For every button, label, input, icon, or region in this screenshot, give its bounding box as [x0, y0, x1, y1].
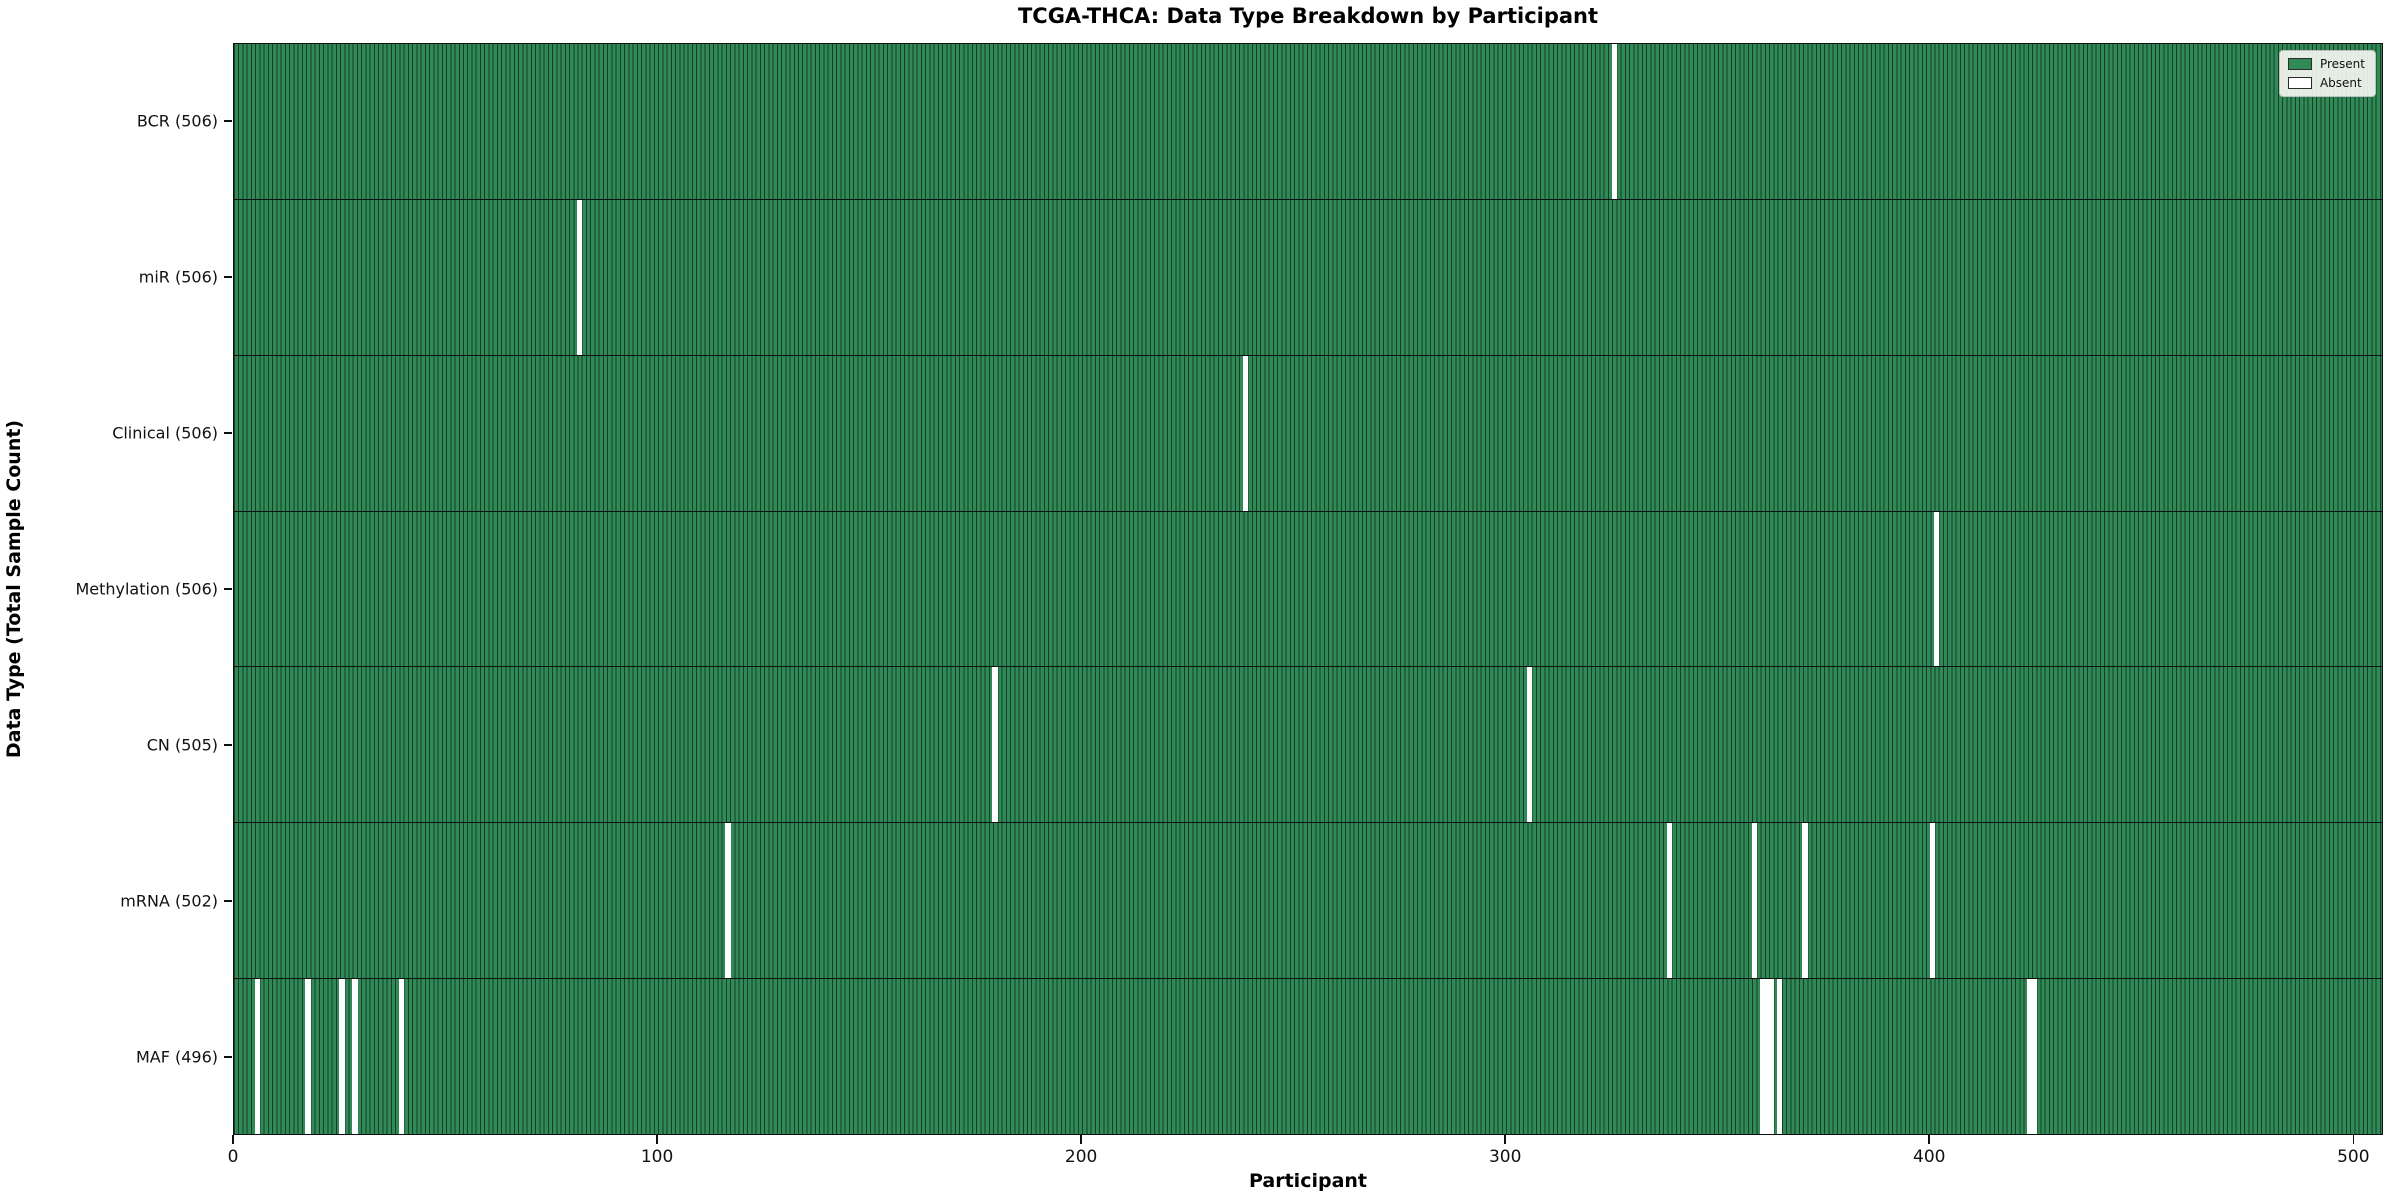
absent-gap	[1611, 44, 1618, 199]
x-axis-label: Participant	[1248, 1170, 1368, 1192]
chart-title: TCGA-THCA: Data Type Breakdown by Partic…	[1017, 4, 1599, 28]
y-tick-mark	[224, 1056, 232, 1058]
absent-gap	[1768, 979, 1774, 1135]
absent-gap	[1933, 511, 1940, 667]
absent-gap	[339, 979, 345, 1135]
row-miR	[234, 198, 2382, 355]
absent-gap	[1666, 823, 1673, 979]
absent-gap	[576, 199, 583, 355]
absent-gap	[1776, 979, 1783, 1135]
x-tick-mark	[1080, 1135, 1082, 1144]
y-tick-mark	[224, 276, 232, 278]
y-tick-label: miR (506)	[138, 267, 218, 287]
absent-gap	[2031, 979, 2037, 1135]
row-CN	[234, 666, 2382, 823]
y-tick-label: BCR (506)	[136, 111, 218, 131]
legend-entry-absent: Absent	[2287, 76, 2365, 90]
x-tick-label: 0	[227, 1147, 239, 1167]
absent-gap	[254, 979, 261, 1135]
present-swatch	[2287, 58, 2312, 70]
y-tick-label: mRNA (502)	[120, 891, 218, 911]
absent-gap	[305, 979, 311, 1135]
y-tick-mark	[224, 744, 232, 746]
absent-gap	[398, 979, 405, 1135]
absent-gap	[992, 667, 998, 823]
row-Clinical	[234, 354, 2382, 511]
absent-gap	[2027, 979, 2033, 1135]
absent-gap	[1802, 823, 1808, 979]
y-tick-label: Methylation (506)	[75, 579, 218, 599]
y-tick-mark	[224, 588, 232, 590]
x-tick-label: 400	[1913, 1147, 1946, 1167]
absent-gap	[1526, 667, 1533, 823]
x-tick-label: 200	[1064, 1147, 1098, 1167]
legend-label-absent: Absent	[2319, 76, 2362, 90]
absent-gap	[1929, 823, 1936, 979]
legend: Present Absent	[2278, 50, 2376, 97]
absent-swatch	[2287, 77, 2312, 89]
row-Methylation	[234, 510, 2382, 667]
y-tick-mark	[224, 120, 232, 122]
absent-gap	[1764, 979, 1770, 1135]
row-BCR	[234, 44, 2382, 199]
plot-area: Present Absent	[233, 43, 2383, 1135]
legend-label-present: Present	[2319, 57, 2365, 71]
y-axis-label: Data Type (Total Sample Count)	[3, 419, 25, 759]
absent-gap	[725, 823, 731, 979]
x-tick-mark	[2352, 1135, 2355, 1144]
absent-gap	[1751, 823, 1758, 979]
row-MAF	[234, 978, 2382, 1135]
y-tick-mark	[224, 432, 232, 434]
absent-gap	[1242, 355, 1249, 511]
x-tick-mark	[1928, 1135, 1931, 1144]
absent-gap	[1759, 979, 1766, 1135]
legend-entry-present: Present	[2287, 57, 2365, 71]
y-tick-label: MAF (496)	[135, 1047, 218, 1067]
x-tick-mark	[232, 1135, 234, 1144]
x-tick-label: 500	[2337, 1147, 2370, 1167]
row-mRNA	[234, 822, 2382, 979]
y-tick-mark	[224, 900, 232, 902]
absent-gap	[352, 979, 358, 1135]
y-tick-label: CN (505)	[146, 735, 218, 755]
x-tick-mark	[1504, 1135, 1506, 1144]
y-tick-label: Clinical (506)	[112, 423, 218, 443]
x-tick-label: 300	[1488, 1147, 1522, 1167]
x-tick-label: 100	[640, 1147, 674, 1167]
x-tick-mark	[656, 1135, 658, 1144]
